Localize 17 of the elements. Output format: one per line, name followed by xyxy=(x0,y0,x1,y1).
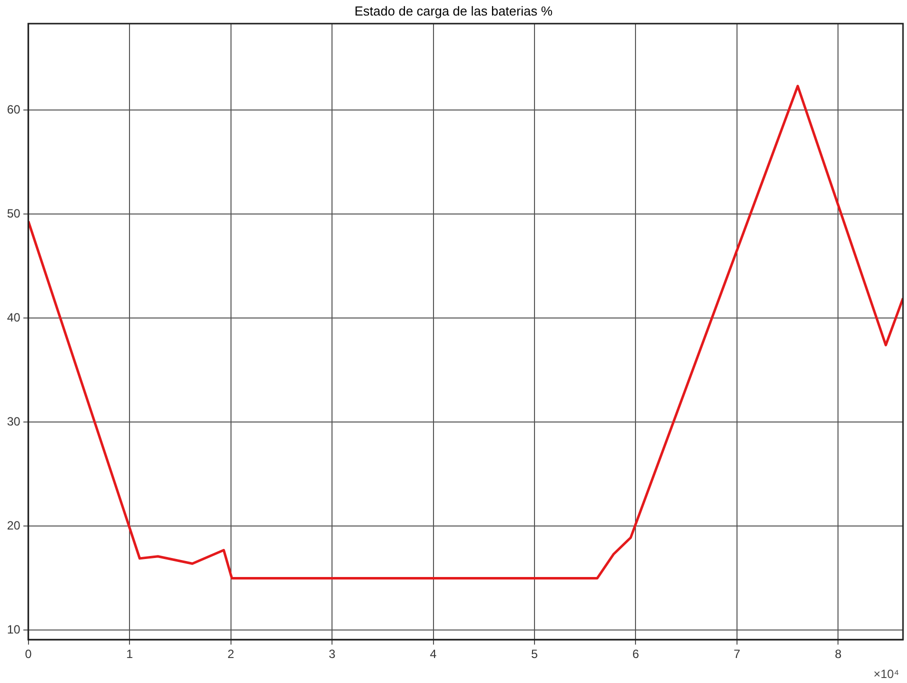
x-tick-label: 5 xyxy=(531,647,538,662)
y-tick-label: 10 xyxy=(6,622,21,637)
y-tick-label: 30 xyxy=(6,414,21,428)
x-tick-label: 8 xyxy=(834,647,842,662)
x-tick-label: 7 xyxy=(734,647,741,662)
text: ×10⁴ xyxy=(873,667,899,681)
y-tick-label: 40 xyxy=(6,310,21,324)
x-tick-label: 3 xyxy=(328,647,336,662)
x-tick-label: 6 xyxy=(632,647,640,662)
x-tick-label: 4 xyxy=(430,647,437,662)
y-tick-label: 20 xyxy=(6,518,21,532)
chart-title: Estado de carga de las baterias % xyxy=(354,3,553,18)
x-tick-label: 1 xyxy=(126,647,134,662)
y-tick-label: 50 xyxy=(6,206,21,220)
x-tick-label: 0 xyxy=(25,647,32,662)
x-tick-label: 2 xyxy=(227,647,234,662)
y-tick-label: 60 xyxy=(6,102,21,116)
